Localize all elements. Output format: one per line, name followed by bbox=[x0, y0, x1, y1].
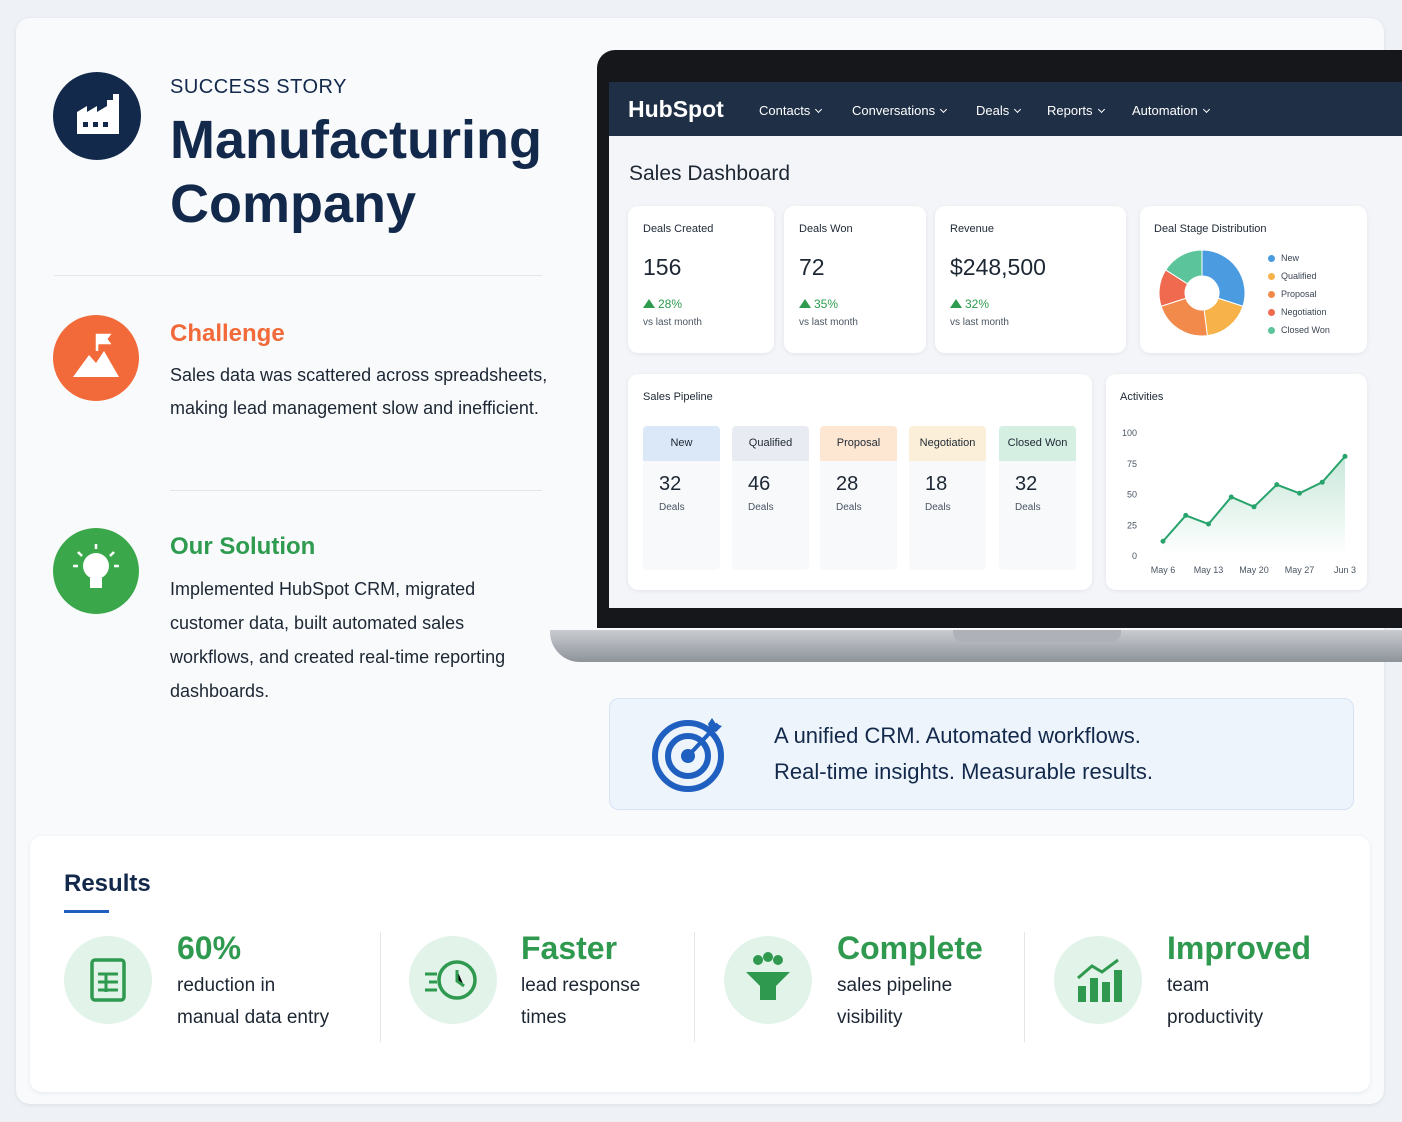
stage-unit: Deals bbox=[836, 502, 862, 513]
target-icon bbox=[652, 718, 724, 792]
stage-count: 46 bbox=[748, 473, 771, 495]
legend-swatch bbox=[1268, 273, 1275, 280]
pipeline-stage: Closed Won 32 Deals bbox=[999, 426, 1076, 570]
legend-label: Closed Won bbox=[1281, 325, 1330, 335]
kpi-value: 72 bbox=[799, 254, 825, 280]
kpi-value: 156 bbox=[643, 254, 682, 280]
kpi-card bbox=[784, 206, 926, 353]
result-headline: Improved bbox=[1167, 930, 1312, 966]
result-text: lead response times bbox=[521, 975, 641, 1028]
stage-unit: Deals bbox=[748, 502, 774, 513]
stage-count: 28 bbox=[836, 473, 859, 495]
divider bbox=[694, 932, 695, 1042]
title: Manufacturing Company bbox=[170, 110, 542, 234]
tagline: Real-time insights. Measurable results. bbox=[774, 759, 1154, 784]
kpi-note: vs last month bbox=[950, 317, 1009, 328]
solution-icon bbox=[53, 528, 139, 614]
results-card bbox=[30, 836, 1370, 1092]
legend-item: Negotiation bbox=[1268, 307, 1327, 317]
stage-unit: Deals bbox=[659, 502, 685, 513]
nav-item[interactable]: Automation bbox=[1132, 103, 1209, 118]
divider bbox=[1024, 932, 1025, 1042]
factory-icon bbox=[53, 72, 141, 160]
activities-card bbox=[1106, 374, 1367, 590]
kpi-label: Deals Created bbox=[643, 223, 714, 235]
stage-count: 32 bbox=[659, 473, 682, 495]
legend-item: Closed Won bbox=[1268, 325, 1330, 335]
brand: HubSpot bbox=[628, 96, 724, 122]
nav-item[interactable]: Conversations bbox=[852, 103, 946, 118]
result-headline: Complete bbox=[837, 930, 983, 966]
legend-label: Qualified bbox=[1281, 271, 1317, 281]
nav-item[interactable]: Deals bbox=[976, 103, 1020, 118]
nav-item[interactable]: Reports bbox=[1047, 103, 1104, 118]
legend-swatch bbox=[1268, 309, 1275, 316]
result-icon bbox=[409, 936, 497, 1024]
stage-count: 18 bbox=[925, 473, 948, 495]
kpi-value: $248,500 bbox=[950, 254, 1046, 280]
stage-name: New bbox=[643, 426, 720, 461]
tagline: A unified CRM. Automated workflows. bbox=[774, 723, 1141, 748]
kpi-card bbox=[628, 206, 774, 353]
legend-label: Negotiation bbox=[1281, 307, 1327, 317]
result-icon bbox=[64, 936, 152, 1024]
laptop-notch bbox=[953, 630, 1121, 642]
kpi-change: 32% bbox=[950, 297, 989, 311]
legend-item: Qualified bbox=[1268, 271, 1317, 281]
divider bbox=[170, 490, 542, 491]
stage-name: Qualified bbox=[732, 426, 809, 461]
pipeline-title: Sales Pipeline bbox=[643, 391, 713, 403]
dashboard-title: Sales Dashboard bbox=[629, 162, 791, 185]
legend-label: Proposal bbox=[1281, 289, 1317, 299]
challenge-text: Sales data was scattered across spreadsh… bbox=[170, 365, 548, 418]
result-text: sales pipeline visibility bbox=[837, 975, 953, 1028]
underline bbox=[64, 910, 109, 913]
divider bbox=[380, 932, 381, 1042]
stage-name: Closed Won bbox=[999, 426, 1076, 461]
result-icon bbox=[724, 936, 812, 1024]
results-title: Results bbox=[64, 870, 151, 897]
kpi-label: Revenue bbox=[950, 223, 995, 235]
challenge-title: Challenge bbox=[170, 320, 285, 347]
legend-swatch bbox=[1268, 327, 1275, 334]
legend-swatch bbox=[1268, 291, 1275, 298]
challenge-icon bbox=[53, 315, 139, 401]
kpi-change: 28% bbox=[643, 297, 682, 311]
activities-title: Activities bbox=[1120, 391, 1164, 403]
pie-title: Deal Stage Distribution bbox=[1154, 223, 1267, 235]
stage-count: 32 bbox=[1015, 473, 1038, 495]
stage-unit: Deals bbox=[925, 502, 951, 513]
kpi-change: 35% bbox=[799, 297, 838, 311]
tagline-box bbox=[609, 698, 1354, 810]
result-headline: Faster bbox=[521, 930, 618, 966]
stage-unit: Deals bbox=[1015, 502, 1041, 513]
nav-item[interactable]: Contacts bbox=[759, 103, 821, 118]
pipeline-stage: Proposal 28 Deals bbox=[820, 426, 897, 570]
kpi-note: vs last month bbox=[799, 317, 858, 328]
pipeline-stage: Qualified 46 Deals bbox=[732, 426, 809, 570]
kpi-note: vs last month bbox=[643, 317, 702, 328]
divider bbox=[54, 275, 542, 276]
stage-name: Negotiation bbox=[909, 426, 986, 461]
kpi-card bbox=[935, 206, 1126, 353]
result-headline: 60% bbox=[177, 930, 242, 966]
result-text: reduction in manual data entry bbox=[177, 975, 330, 1028]
pipeline-stage: Negotiation 18 Deals bbox=[909, 426, 986, 570]
solution-text: Implemented HubSpot CRM, migrated custom… bbox=[170, 579, 506, 701]
kpi-label: Deals Won bbox=[799, 223, 853, 235]
legend-swatch bbox=[1268, 255, 1275, 262]
eyebrow: SUCCESS STORY bbox=[170, 76, 347, 98]
legend-label: New bbox=[1281, 253, 1300, 263]
legend-item: Proposal bbox=[1268, 289, 1317, 299]
result-icon bbox=[1054, 936, 1142, 1024]
result-text: team productivity bbox=[1167, 975, 1264, 1028]
pipeline-stage: New 32 Deals bbox=[643, 426, 720, 570]
stage-name: Proposal bbox=[820, 426, 897, 461]
legend-item: New bbox=[1268, 253, 1300, 263]
solution-title: Our Solution bbox=[170, 533, 316, 560]
